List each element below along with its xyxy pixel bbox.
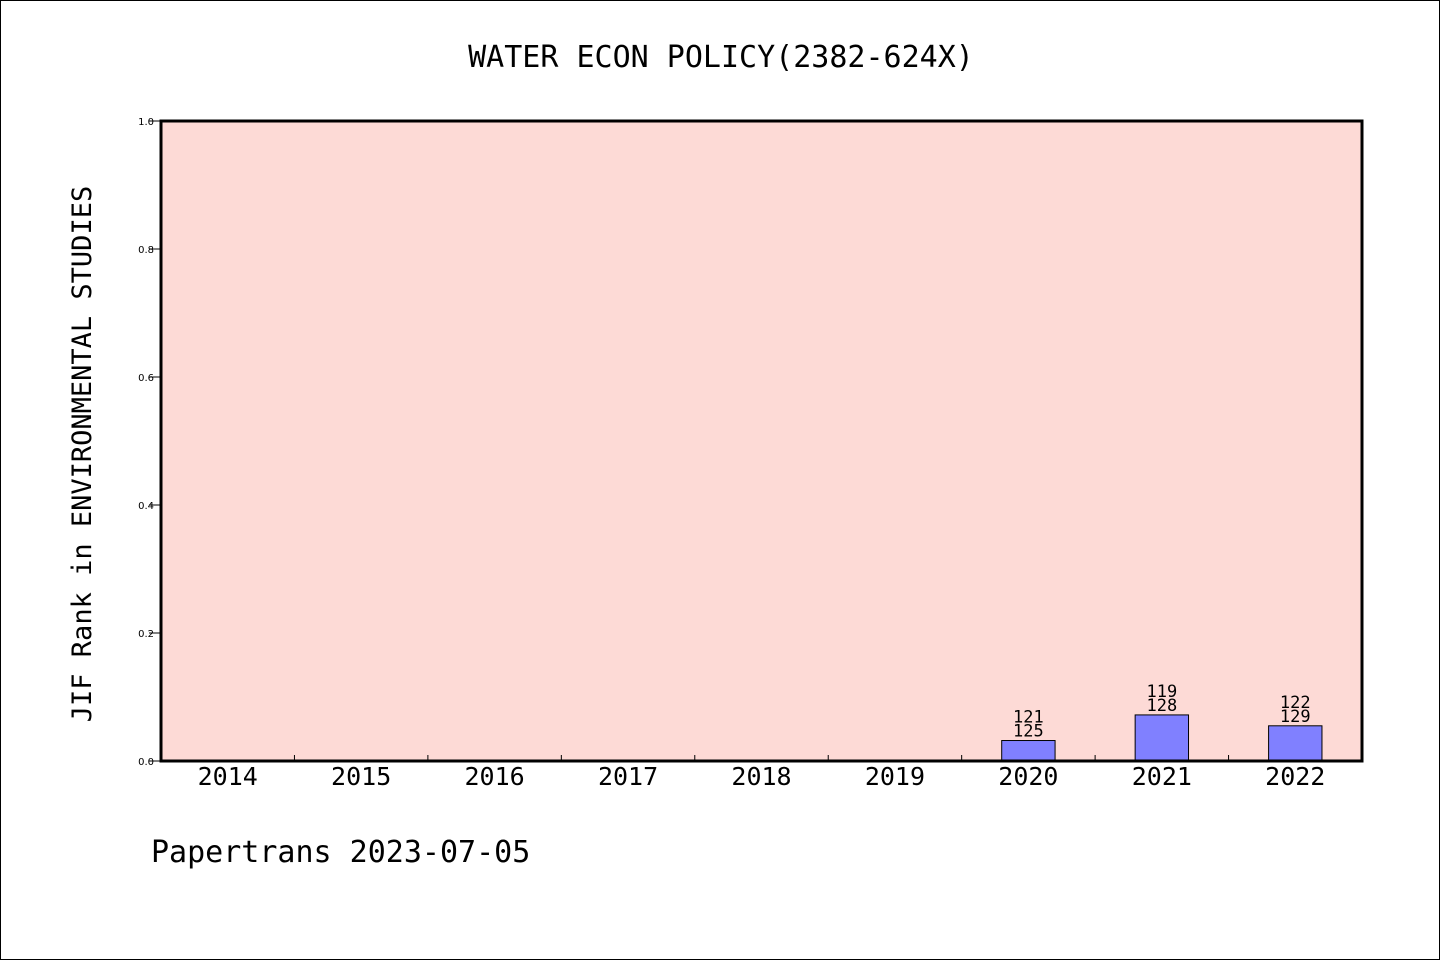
x-tick-label: 2018 (731, 762, 791, 791)
bar-2022 (1268, 725, 1323, 762)
bar-label-rank: 122 (1280, 693, 1311, 713)
y-axis-ticks: 0.0 0.2 0.4 0.6 0.8 1.0 (138, 117, 161, 768)
y-tick-label: 1.0 (138, 117, 154, 128)
x-tick-label: 2021 (1132, 762, 1192, 791)
bar-2020 (1001, 740, 1056, 762)
x-tick-label: 2019 (865, 762, 925, 791)
x-axis-ticks: 2014 2015 2016 2017 2018 2019 2020 2021 2022 (198, 755, 1325, 791)
x-tick-label: 2017 (598, 762, 658, 791)
y-tick-label: 0.4 (138, 501, 154, 512)
x-tick-label: 2022 (1265, 762, 1325, 791)
y-tick-label: 0.8 (138, 245, 154, 256)
plot-area (161, 121, 1362, 761)
x-tick-label: 2016 (465, 762, 525, 791)
y-tick-label: 0.2 (138, 629, 154, 640)
y-tick-label: 0.6 (138, 373, 154, 384)
bar-label-total: 128 (1146, 696, 1177, 716)
footer-note: Papertrans 2023-07-05 (151, 835, 531, 870)
bar-label-rank: 121 (1013, 708, 1044, 728)
chart-title: WATER ECON POLICY(2382-624X) (468, 40, 974, 75)
bars-layer (1001, 714, 1323, 762)
bar-label-total: 125 (1013, 722, 1044, 742)
y-tick-label: 0.0 (138, 757, 154, 768)
bar-label-total: 129 (1280, 707, 1311, 727)
x-tick-label: 2015 (331, 762, 391, 791)
bar-label-rank: 119 (1146, 682, 1177, 702)
x-tick-label: 2020 (998, 762, 1058, 791)
y-axis-label: JIF Rank in ENVIRONMENTAL STUDIES (67, 186, 98, 722)
bar-2021 (1134, 714, 1190, 762)
plot-border (159, 119, 1364, 763)
x-tick-label: 2014 (198, 762, 258, 791)
